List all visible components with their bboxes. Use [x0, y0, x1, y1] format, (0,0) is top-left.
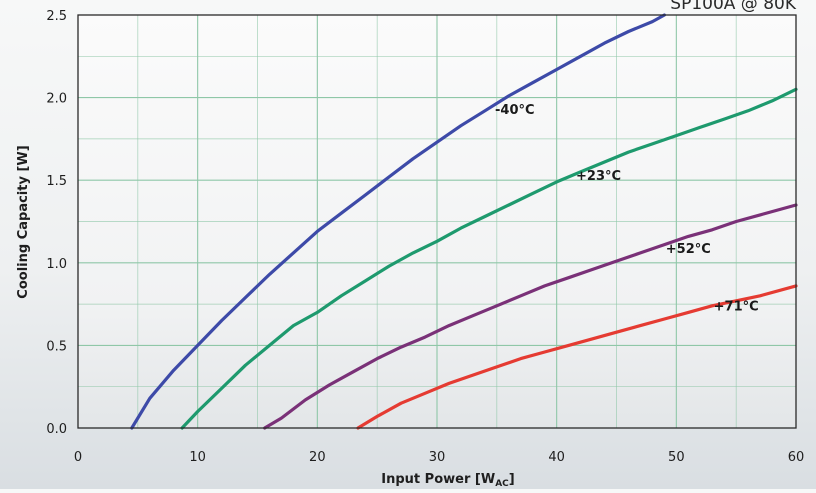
x-tick-label: 50: [668, 450, 685, 465]
x-axis-label: Input Power [WAC]: [381, 472, 514, 489]
series-label-2: +23°C: [576, 169, 621, 184]
y-axis-label: Cooling Capacity [W]: [16, 145, 31, 298]
series-label-1: -40°C: [495, 103, 535, 118]
x-tick-label: 10: [189, 450, 206, 465]
x-axis-label-end: ]: [509, 472, 515, 487]
series-line-4: [356, 284, 798, 430]
series-label-4: +71°C: [714, 300, 759, 315]
x-axis-label-subscript: AC: [495, 479, 509, 489]
y-tick-label: 1.5: [46, 174, 67, 189]
series-line-1: [130, 13, 667, 430]
x-tick-label: 0: [74, 450, 82, 465]
series-labels: -40°C +23°C +52°C +71°C: [495, 103, 759, 315]
y-tick-label: 2.5: [46, 9, 67, 24]
series-label-3: +52°C: [666, 242, 711, 257]
x-axis-label-main: Input Power [W: [381, 472, 495, 487]
x-tick-label: 30: [429, 450, 446, 465]
y-tick-label: 2.0: [46, 92, 67, 107]
series-layer: [130, 13, 798, 430]
major-grid: [78, 15, 796, 428]
x-tick-label: 20: [309, 450, 326, 465]
series-line-3: [263, 203, 798, 430]
y-tick-label: 0.0: [46, 422, 67, 437]
x-tick-label: 60: [788, 450, 805, 465]
x-tick-label: 40: [548, 450, 565, 465]
y-tick-label: 0.5: [46, 339, 67, 354]
chart-title: SP100A @ 80K: [670, 0, 797, 14]
plot-frame: [77, 14, 797, 429]
y-tick-label: 1.0: [46, 257, 67, 272]
y-axis-ticks: 0.0 0.5 1.0 1.5 2.0 2.5: [46, 9, 67, 437]
x-axis-ticks: 0 10 20 30 40 50 60: [74, 450, 804, 465]
series-line-2: [180, 87, 798, 430]
